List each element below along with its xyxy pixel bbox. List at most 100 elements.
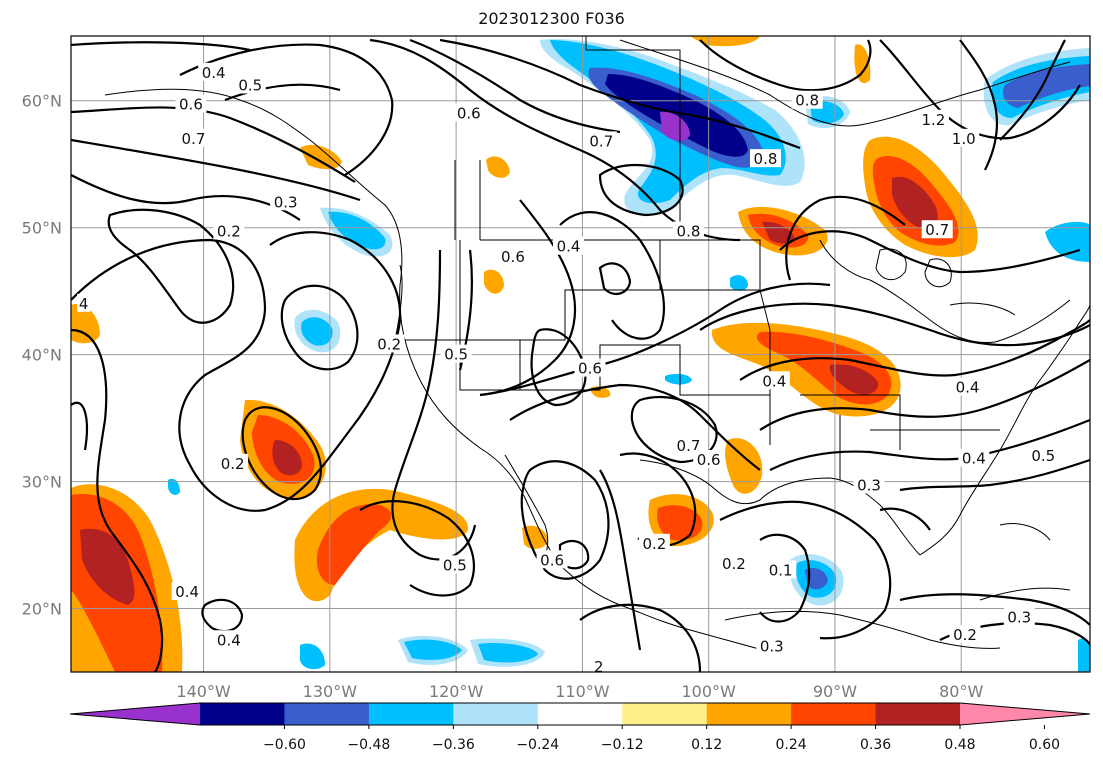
contour-label: 0.2	[642, 535, 666, 553]
contour-label-background	[791, 90, 823, 109]
contour-label: 0.6	[578, 360, 602, 378]
positive-anomaly-region	[484, 269, 504, 294]
contour-label: 0.3	[857, 476, 881, 494]
contour-label: 0.6	[540, 551, 564, 569]
contour-line	[739, 319, 1090, 381]
latitude-tick-label: 30°N	[22, 473, 62, 492]
contour-label-background	[497, 246, 529, 265]
positive-anomaly-region	[300, 144, 342, 170]
contour-label-background	[198, 62, 230, 81]
contour-line	[719, 500, 892, 640]
contour-label-background	[853, 475, 885, 494]
colorbar-tick-label: 0.60	[1029, 737, 1060, 753]
contour-line	[759, 359, 1090, 431]
positive-anomaly-region	[80, 528, 135, 605]
negative-anomaly-region	[1045, 221, 1090, 262]
contour-label: 0.3	[1007, 608, 1031, 626]
contour-label-background	[213, 630, 245, 649]
colorbar-tick-label: −0.48	[347, 737, 390, 753]
positive-anomaly-region	[71, 304, 100, 344]
contour-label: 0.5	[1031, 447, 1055, 465]
contour-line	[999, 39, 1066, 141]
positive-anomaly-region	[854, 44, 871, 84]
positive-anomaly-region	[762, 221, 795, 244]
contour-line	[439, 38, 801, 150]
negative-anomaly-region	[301, 317, 333, 346]
contour-label-background	[373, 334, 405, 353]
contour-label: 0.3	[274, 193, 298, 211]
contour-line	[598, 262, 632, 296]
contour-label-background	[217, 453, 249, 472]
longitude-tick-label: 110°W	[555, 682, 610, 701]
contour-label: 1.2	[921, 111, 945, 129]
negative-anomaly-region	[328, 211, 386, 250]
contour-label-background	[440, 344, 472, 363]
contour-line	[509, 383, 761, 471]
contour-line	[71, 41, 251, 52]
longitude-labels: 140°W 130°W 120°W 110°W 100°W 90°W 80°W	[176, 682, 983, 701]
contour-label-background	[585, 131, 617, 150]
contour-label: 0.2	[953, 626, 977, 644]
contour-line	[409, 38, 621, 134]
contour-label: 0.8	[754, 150, 778, 168]
contour-label: 0.2	[221, 455, 245, 473]
contour-label-background	[536, 550, 568, 569]
colorbar-segment	[284, 703, 370, 725]
colorbar-tick-label: 0.12	[691, 737, 722, 753]
negative-anomaly-region	[404, 639, 462, 660]
contour-line	[599, 469, 642, 651]
contour-line	[241, 406, 322, 501]
map-plot-area: 0.4 0.5 0.6 0.7 0.3 0.2 0.6 0.7 0.8 0.8 1.2 1.0 0.7 0…	[71, 36, 1090, 672]
positive-anomaly-region	[690, 36, 760, 47]
contour-label: 0.4	[962, 450, 986, 468]
contour-label: 0.7	[182, 130, 206, 148]
contour-line	[559, 211, 665, 340]
contour-label: 1.0	[952, 130, 976, 148]
contour-label: 0.4	[956, 379, 980, 397]
contour-label: 0.8	[795, 92, 819, 110]
contour-label: 4	[79, 295, 89, 313]
colorbar-outline	[69, 702, 1091, 726]
colorbar-segment	[453, 703, 539, 725]
contour-label-background	[756, 636, 788, 655]
contour-line	[769, 418, 1090, 471]
positive-anomaly-region	[829, 364, 879, 395]
contour-label: 0.7	[925, 221, 949, 239]
shaded-field-layer	[71, 36, 1090, 672]
contour-label-background	[1003, 607, 1035, 626]
contour-label-background	[765, 560, 797, 579]
contour-label-background	[213, 221, 245, 240]
contour-label-background	[592, 656, 606, 672]
contour-line	[899, 458, 1090, 492]
positive-anomaly-region	[892, 176, 938, 229]
contour-label-background	[638, 533, 670, 552]
contour-line	[779, 230, 1081, 274]
colorbar-tick-label: 0.48	[944, 737, 975, 753]
contour-label: 0.4	[762, 372, 786, 390]
longitude-tick-label: 100°W	[681, 682, 736, 701]
contour-line	[479, 199, 577, 397]
contour-label-background	[553, 236, 585, 255]
colorbar-segment	[622, 703, 708, 725]
contour-line	[630, 396, 718, 464]
contour-label-background	[175, 94, 207, 113]
contour-line	[785, 195, 906, 281]
contour-label-background	[453, 103, 485, 122]
contour-label: 0.8	[677, 222, 701, 240]
contour-line	[879, 507, 931, 531]
contour-label: 0.6	[501, 248, 525, 266]
contour-label-background	[672, 436, 704, 455]
latitude-tick-label: 20°N	[22, 600, 62, 619]
contour-label-background	[917, 109, 949, 128]
contour-label-background	[177, 128, 209, 147]
latitude-tick-label: 60°N	[22, 92, 62, 111]
contour-label: 0.4	[557, 238, 581, 256]
colorbar-segment	[875, 703, 961, 725]
colorbar: −0.60 −0.48 −0.36 −0.24 −0.12 0.12 0.24 0.36 0.4…	[69, 702, 1091, 753]
contour-label-background	[749, 149, 781, 168]
contour-line	[598, 163, 684, 217]
contour-line	[107, 208, 235, 324]
contour-line	[71, 401, 88, 451]
contour-label: 0.5	[238, 77, 262, 95]
